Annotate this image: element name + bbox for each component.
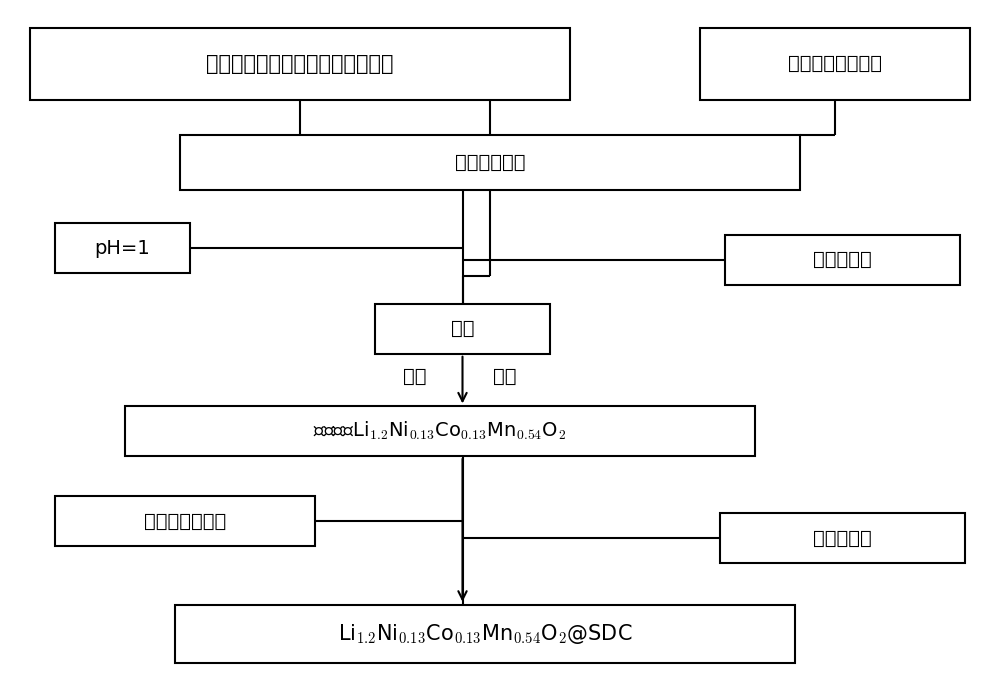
Text: 硝酸钔，硝酸销: 硝酸钔，硝酸销 [144,511,226,531]
Text: 凝胶: 凝胶 [451,319,474,339]
FancyBboxPatch shape [700,28,970,100]
Text: 硝酸锨、硝酸钔、硝酸镍、硝酸锷: 硝酸锨、硝酸钔、硝酸镍、硝酸锷 [206,54,394,74]
FancyBboxPatch shape [725,235,960,285]
FancyBboxPatch shape [125,406,755,456]
Text: 聚乙烯醇，葡萄糖: 聚乙烯醇，葡萄糖 [788,55,882,73]
FancyBboxPatch shape [55,496,315,546]
FancyBboxPatch shape [30,28,570,100]
Text: 亚微米级Li$_{1.2}$Ni$_{0.13}$Co$_{0.13}$Mn$_{0.54}$O$_{2}$: 亚微米级Li$_{1.2}$Ni$_{0.13}$Co$_{0.13}$Mn$_… [313,420,567,442]
Text: Li$_{1.2}$Ni$_{0.13}$Co$_{0.13}$Mn$_{0.54}$O$_{2}$@SDC: Li$_{1.2}$Ni$_{0.13}$Co$_{0.13}$Mn$_{0.5… [338,622,632,646]
Text: pH=1: pH=1 [95,238,150,258]
Text: 研磨: 研磨 [493,367,517,386]
Text: 搦拌，蒸发: 搦拌，蒸发 [813,250,872,269]
FancyBboxPatch shape [55,223,190,273]
FancyBboxPatch shape [375,304,550,354]
Text: 超声，锻烧: 超声，锻烧 [813,529,872,548]
Text: 锻烧: 锻烧 [403,367,427,386]
FancyBboxPatch shape [180,135,800,190]
FancyBboxPatch shape [175,605,795,663]
Text: 溶于去离子水: 溶于去离子水 [455,153,525,172]
FancyBboxPatch shape [720,513,965,563]
